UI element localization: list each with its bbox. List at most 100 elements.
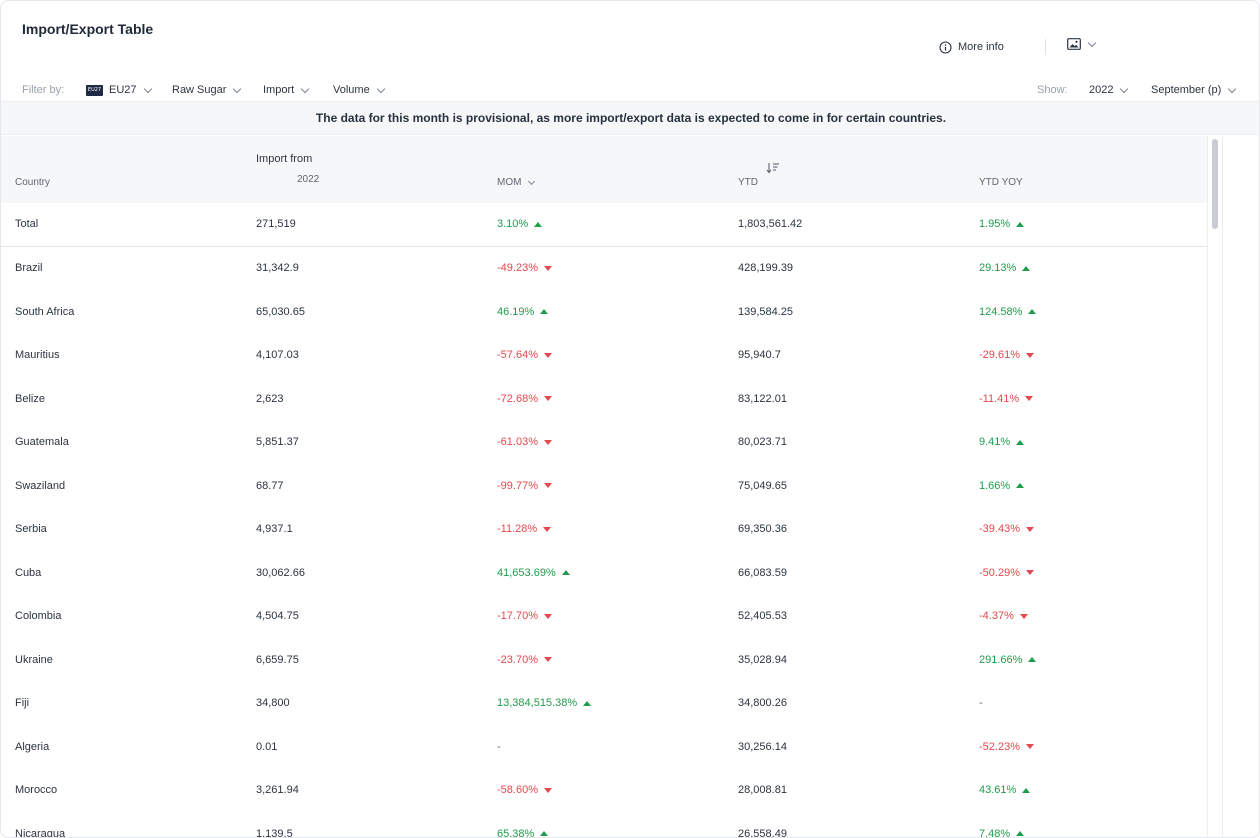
ytd-cell: 30,256.14 [738,740,787,753]
import-value-cell: 65,030.65 [256,305,305,318]
total-row[interactable]: Total 271,519 3.10% 1,803,561.42 1.95% [1,203,1207,247]
ytd-yoy-cell: 9.41% [979,436,1025,448]
header-ytd[interactable]: YTD [738,177,758,188]
ytd-cell: 34,800.26 [738,697,787,710]
image-icon [1067,38,1081,50]
ytd-yoy-cell-value: 1.95% [979,218,1011,231]
ytd-cell: 139,584.25 [738,305,794,318]
ytd-cell: 35,028.94 [738,653,787,666]
triangle-down-icon [543,657,552,663]
header-import-year[interactable]: 2022 [297,174,320,185]
mom-cell: -57.64% [497,349,552,361]
table-row[interactable]: Nicaragua 1,139.5 65.38% 26,558.49 7.48% [1,812,1207,838]
year-dropdown[interactable]: 2022 [1089,82,1129,98]
header-ytd-yoy[interactable]: YTD YOY [979,177,1023,188]
measure-dropdown[interactable]: Volume [333,82,385,98]
country-cell: Guatemala [15,436,69,449]
import-value-cell: 271,519 [256,218,296,231]
ytd-yoy-cell: -4.37% [979,610,1028,622]
flow-value: Import [263,84,295,96]
triangle-down-icon [1025,352,1034,358]
triangle-down-icon [543,526,552,532]
mom-cell-value: -49.23% [497,262,538,275]
mom-cell: -23.70% [497,654,552,666]
triangle-down-icon [1025,570,1034,576]
commodity-dropdown[interactable]: Raw Sugar [172,82,242,98]
show-label: Show: [1037,84,1068,96]
ytd-yoy-cell: -52.23% [979,741,1034,753]
info-icon [939,40,952,54]
ytd-yoy-cell-value: 291.66% [979,653,1023,666]
mom-cell: -17.70% [497,610,552,622]
table-row[interactable]: Algeria 0.01 - 30,256.14 -52.23% [1,725,1207,769]
sort-desc-icon[interactable] [766,162,780,174]
header-mom[interactable]: MOM [497,177,536,188]
ytd-yoy-cell-value: 43.61% [979,784,1017,797]
table-row[interactable]: South Africa 65,030.65 46.19% 139,584.25 124… [1,290,1207,334]
ytd-yoy-cell-value: -4.37% [979,610,1014,623]
month-dropdown[interactable]: September (p) [1151,82,1237,98]
mom-cell-value: 65.38% [497,827,535,838]
month-value: September (p) [1151,84,1222,96]
flow-dropdown[interactable]: Import [263,82,310,98]
provisional-banner: The data for this month is provisional, … [1,101,1259,135]
chevron-down-icon [376,84,385,93]
mom-cell-value: -58.60% [497,784,538,797]
table-row[interactable]: Brazil 31,342.9 -49.23% 428,199.39 29.13% [1,247,1207,291]
ytd-cell: 75,049.65 [738,479,787,492]
ytd-yoy-cell-value: - [979,697,983,710]
ytd-yoy-cell-value: 124.58% [979,305,1023,318]
ytd-yoy-cell: - [979,697,983,709]
scrollbar-thumb[interactable] [1212,139,1218,229]
chevron-down-icon [300,84,310,93]
mom-cell-value: 41,653.69% [497,566,556,579]
table-row[interactable]: Morocco 3,261.94 -58.60% 28,008.81 43.61% [1,769,1207,813]
table-row[interactable]: Swaziland 68.77 -99.77% 75,049.65 1.66% [1,464,1207,508]
divider [1045,39,1046,55]
region-value: EU27 [109,84,137,96]
table-row[interactable]: Guatemala 5,851.37 -61.03% 80,023.71 9.41% [1,421,1207,465]
country-cell: Belize [15,392,45,405]
mom-cell: 65.38% [497,827,549,838]
image-export-button[interactable] [1067,38,1097,50]
mom-cell-value: 13,384,515.38% [497,697,578,710]
table-header: Country Import from 2022 MOM YTD YTD YOY [1,136,1207,203]
country-cell: Total [15,218,39,231]
chevron-down-icon [1120,84,1129,93]
region-dropdown[interactable]: EU27 EU27 [86,82,152,98]
header-country[interactable]: Country [15,177,51,188]
table-row[interactable]: Cuba 30,062.66 41,653.69% 66,083.59 -50.29% [1,551,1207,595]
measure-value: Volume [333,84,370,96]
triangle-down-icon [1019,613,1028,619]
table-row[interactable]: Belize 2,623 -72.68% 83,122.01 -11.41% [1,377,1207,421]
triangle-up-icon [1022,265,1031,271]
import-value-cell: 6,659.75 [256,653,299,666]
triangle-down-icon [543,613,552,619]
ytd-cell: 83,122.01 [738,392,787,405]
triangle-up-icon [540,309,549,315]
triangle-down-icon [1025,396,1034,402]
ytd-cell: 1,803,561.42 [738,218,803,231]
import-value-cell: 4,107.03 [256,349,299,362]
chevron-down-icon [528,177,536,185]
table-row[interactable]: Ukraine 6,659.75 -23.70% 35,028.94 291.66% [1,638,1207,682]
triangle-down-icon [543,483,552,489]
mom-cell-value: -23.70% [497,653,538,666]
scrollbar[interactable] [1207,136,1223,837]
year-value: 2022 [1089,84,1114,96]
table-row[interactable]: Colombia 4,504.75 -17.70% 52,405.53 -4.37% [1,595,1207,639]
table-row[interactable]: Serbia 4,937.1 -11.28% 69,350.36 -39.43% [1,508,1207,552]
country-cell: Serbia [15,523,47,536]
more-info-button[interactable]: More info [939,37,1004,57]
mom-cell: -72.68% [497,393,552,405]
mom-cell-value: -17.70% [497,610,538,623]
import-value-cell: 0.01 [256,740,278,753]
chevron-down-icon [1087,38,1097,47]
country-cell: Fiji [15,697,30,710]
table-row[interactable]: Fiji 34,800 13,384,515.38% 34,800.26 - [1,682,1207,726]
table-row[interactable]: Mauritius 4,107.03 -57.64% 95,940.7 -29.61% [1,334,1207,378]
chevron-down-icon [233,84,242,93]
mom-cell-value: -61.03% [497,436,538,449]
ytd-yoy-cell-value: -11.41% [979,392,1020,405]
